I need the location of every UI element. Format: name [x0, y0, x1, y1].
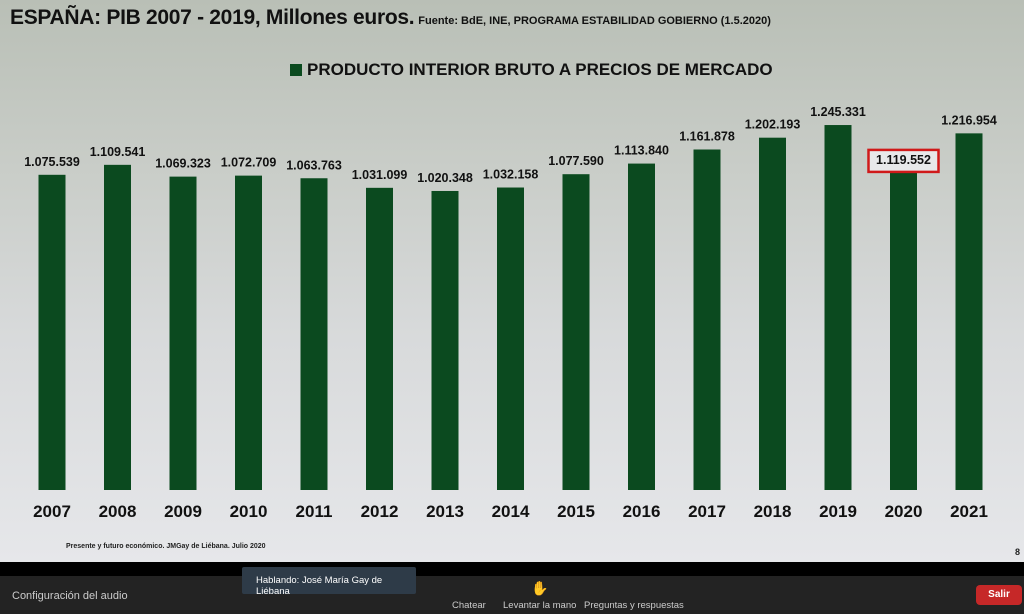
bar-chart: 1.075.539 2007 1.109.541 2008 1.069.323 2009 1… — [24, 105, 997, 521]
x-tick-2016: 2016 — [623, 502, 661, 521]
x-tick-2007: 2007 — [33, 502, 71, 521]
x-tick-2012: 2012 — [361, 502, 399, 521]
data-label-2015: 1.077.590 — [548, 154, 604, 168]
legend-swatch — [290, 64, 302, 76]
x-tick-2015: 2015 — [557, 502, 595, 521]
data-label-2009: 1.069.323 — [155, 157, 211, 171]
x-tick-2017: 2017 — [688, 502, 726, 521]
zoom-toolbar: Configuración del audio Chatear ✋ Levant… — [0, 576, 1024, 614]
x-tick-2018: 2018 — [754, 502, 792, 521]
x-tick-2011: 2011 — [296, 502, 333, 521]
x-tick-2019: 2019 — [819, 502, 857, 521]
data-label-2012: 1.031.099 — [352, 168, 408, 182]
bar-2021 — [955, 133, 983, 490]
qa-button[interactable]: Preguntas y respuestas — [584, 600, 684, 611]
title-text: ESPAÑA: PIB 2007 - 2019, Millones euros. — [10, 6, 415, 29]
data-label-2019: 1.245.331 — [810, 105, 866, 119]
bar-2013 — [431, 190, 459, 491]
x-tick-2010: 2010 — [230, 502, 268, 521]
bar-2017 — [693, 149, 721, 490]
bar-2018 — [759, 137, 786, 490]
legend-label: PRODUCTO INTERIOR BRUTO A PRECIOS DE MER… — [307, 60, 773, 79]
x-tick-2021: 2021 — [950, 502, 988, 521]
bar-2009 — [169, 176, 197, 491]
x-tick-2013: 2013 — [426, 502, 464, 521]
highlight-box — [867, 148, 940, 174]
raise-hand-button[interactable]: Levantar la mano — [503, 600, 577, 611]
slide-footer: Presente y futuro económico. JMGay de Li… — [66, 543, 266, 550]
x-tick-2014: 2014 — [492, 502, 530, 521]
bar-2012 — [366, 187, 393, 490]
data-label-2008: 1.109.541 — [90, 145, 146, 159]
audio-settings-button[interactable]: Configuración del audio — [12, 590, 128, 602]
bar-2015 — [562, 174, 590, 490]
leave-button[interactable]: Salir — [976, 585, 1022, 605]
x-tick-2008: 2008 — [99, 502, 137, 521]
source-text: Fuente: BdE, INE, PROGRAMA ESTABILIDAD G… — [418, 15, 771, 27]
page-number: 8 — [1014, 547, 1020, 557]
chat-button[interactable]: Chatear — [452, 600, 486, 611]
data-label-2018: 1.202.193 — [745, 118, 801, 132]
data-label-2016: 1.113.840 — [614, 144, 669, 158]
data-label-2013: 1.020.348 — [417, 171, 473, 185]
chart-legend: PRODUCTO INTERIOR BRUTO A PRECIOS DE MER… — [290, 60, 773, 80]
bar-2010 — [235, 175, 262, 491]
slide-title: ESPAÑA: PIB 2007 - 2019, Millones euros.… — [10, 6, 771, 30]
data-label-2017: 1.161.878 — [679, 129, 735, 143]
bar-2020 — [890, 161, 917, 491]
data-label-2011: 1.063.763 — [286, 158, 342, 172]
bar-2016 — [628, 163, 655, 490]
raise-hand-icon[interactable]: ✋ — [531, 580, 549, 596]
speaking-indicator: Hablando: José María Gay de Liébana — [242, 567, 416, 597]
data-label-2020: 1.119.552 — [876, 153, 931, 167]
data-label-2010: 1.072.709 — [221, 156, 277, 170]
x-tick-2020: 2020 — [885, 502, 923, 521]
bar-2019 — [824, 125, 852, 490]
data-label-2014: 1.032.158 — [483, 168, 539, 182]
bar-2011 — [300, 178, 328, 490]
bar-2014 — [497, 187, 524, 491]
data-label-2021: 1.216.954 — [941, 113, 997, 127]
shared-slide: ESPAÑA: PIB 2007 - 2019, Millones euros.… — [0, 0, 1024, 562]
x-tick-2009: 2009 — [164, 502, 202, 521]
data-label-2007: 1.075.539 — [24, 155, 80, 169]
bar-2007 — [38, 174, 66, 490]
bar-2008 — [104, 164, 131, 490]
